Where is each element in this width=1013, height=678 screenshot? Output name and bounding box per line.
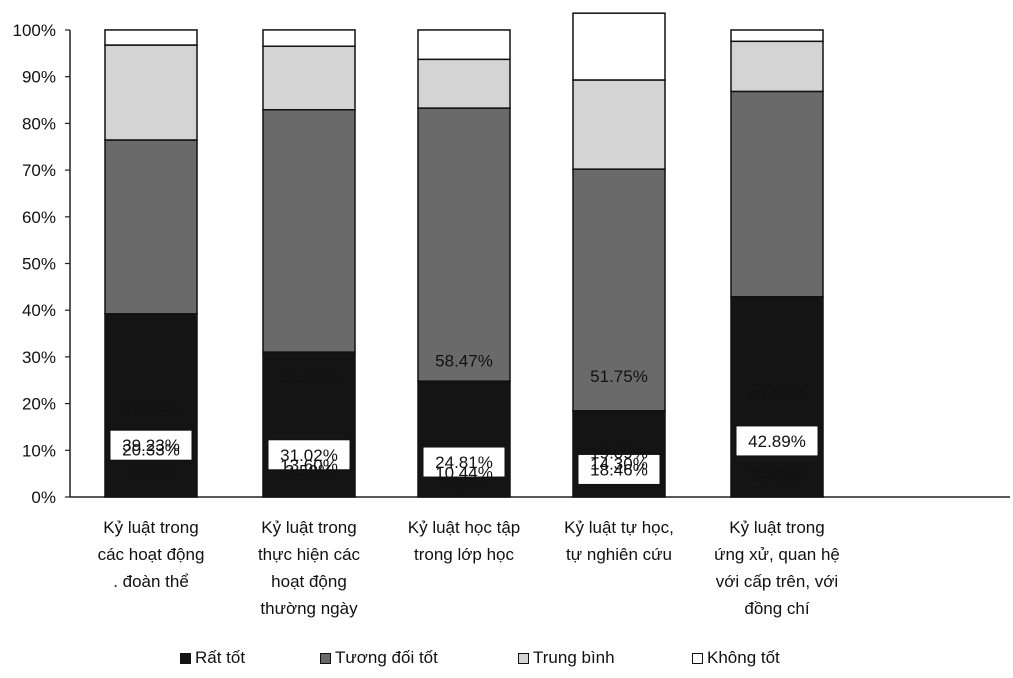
bar-segment [262,109,356,353]
legend-item-khong-tot: Không tốt [692,648,780,668]
data-label: 51.75% [590,367,648,386]
data-label: 13.60% [280,456,338,475]
data-label: 3.23% [127,463,175,482]
x-tick-label: các hoạt động [98,545,205,564]
bar-segment [104,29,198,46]
legend-swatch-rat-tot [180,652,191,664]
bar-segment [572,12,666,81]
x-tick-label: Kỷ luật trong [103,518,198,537]
x-tick-label: Kỷ luật trong [729,518,824,537]
bar-segment [417,107,511,382]
bar-segment [104,139,198,315]
data-label: 18.46% [590,460,648,479]
y-tick-label: 40% [22,301,56,320]
y-tick-label: 10% [22,441,56,460]
data-label: 43.96% [748,385,806,404]
legend: Rất tốt Tương đối tốt Trung bình Không t… [0,648,1013,676]
y-tick-label: 90% [22,68,56,87]
legend-swatch-khong-tot [692,652,703,664]
bar-segment [262,29,356,48]
data-label: 10.44% [435,464,493,483]
bar-segment [417,58,511,109]
data-label: 3.50% [285,462,333,481]
data-label-box [267,439,351,471]
x-tick-label: ứng xử, quan hệ [714,545,840,564]
x-tick-label: trong lớp học [414,545,514,564]
y-tick-label: 30% [22,348,56,367]
data-label: 14.30% [590,455,648,474]
x-tick-label: với cấp trên, với [716,572,838,591]
legend-label-khong-tot: Không tốt [707,648,780,667]
bar-segment [104,313,198,498]
bar-segment [730,295,824,498]
x-tick-label: . đoàn thể [113,572,189,591]
legend-item-tuong-doi-tot: Tương đối tốt [320,648,438,668]
data-label: 20.33% [122,441,180,460]
legend-swatch-trung-binh [518,652,529,664]
y-tick-label: 60% [22,208,56,227]
bar-segment [572,79,666,170]
data-label: 39.23% [122,436,180,455]
data-label: 42.89% [748,432,806,451]
legend-item-rat-tot: Rất tốt [180,648,245,668]
bar-segment [730,40,824,93]
data-label: 58.47% [435,351,493,370]
data-label: 6.29% [440,473,488,492]
data-label: 10.73% [748,463,806,482]
legend-item-trung-binh: Trung bình [518,648,615,668]
legend-label-rat-tot: Rất tốt [195,648,246,667]
y-tick-label: 20% [22,395,56,414]
y-tick-label: 100% [13,21,56,40]
y-tick-label: 0% [31,488,56,507]
x-tick-label: Kỷ luật trong [261,518,356,537]
bar-segment [572,168,666,412]
data-label: 37.22% [122,401,180,420]
bar-segment [417,380,511,498]
x-tick-label: Kỷ luật học tập [408,518,520,537]
x-tick-label: đồng chí [744,599,809,618]
data-label-box [422,446,506,478]
data-label: 51.90% [280,367,338,386]
x-tick-label: thường ngày [260,599,358,618]
bar-segment [104,44,198,141]
y-tick-label: 80% [22,114,56,133]
data-label: 19.09% [590,443,648,462]
legend-swatch-tuong-doi-tot [320,652,331,664]
bar-segment [730,90,824,298]
data-label-box [735,425,819,457]
data-label: 31.02% [280,446,338,465]
y-tick-label: 70% [22,161,56,180]
x-tick-label: thực hiện các [258,545,361,564]
data-label: 2.42% [753,467,801,486]
data-label-box [577,453,661,485]
data-label-box [109,429,193,461]
bar-segment [730,29,824,43]
legend-label-trung-binh: Trung bình [533,648,615,667]
x-tick-label: hoạt động [271,572,347,591]
x-tick-label: Kỷ luật tự học, [564,518,674,537]
legend-label-tuong-doi-tot: Tương đối tốt [335,648,438,667]
x-tick-label: tự nghiên cứu [566,545,672,564]
bar-segment [262,351,356,498]
y-tick-label: 50% [22,255,56,274]
bar-segment [262,45,356,111]
data-label: 24.81% [435,453,493,472]
bar-segment [417,29,511,61]
